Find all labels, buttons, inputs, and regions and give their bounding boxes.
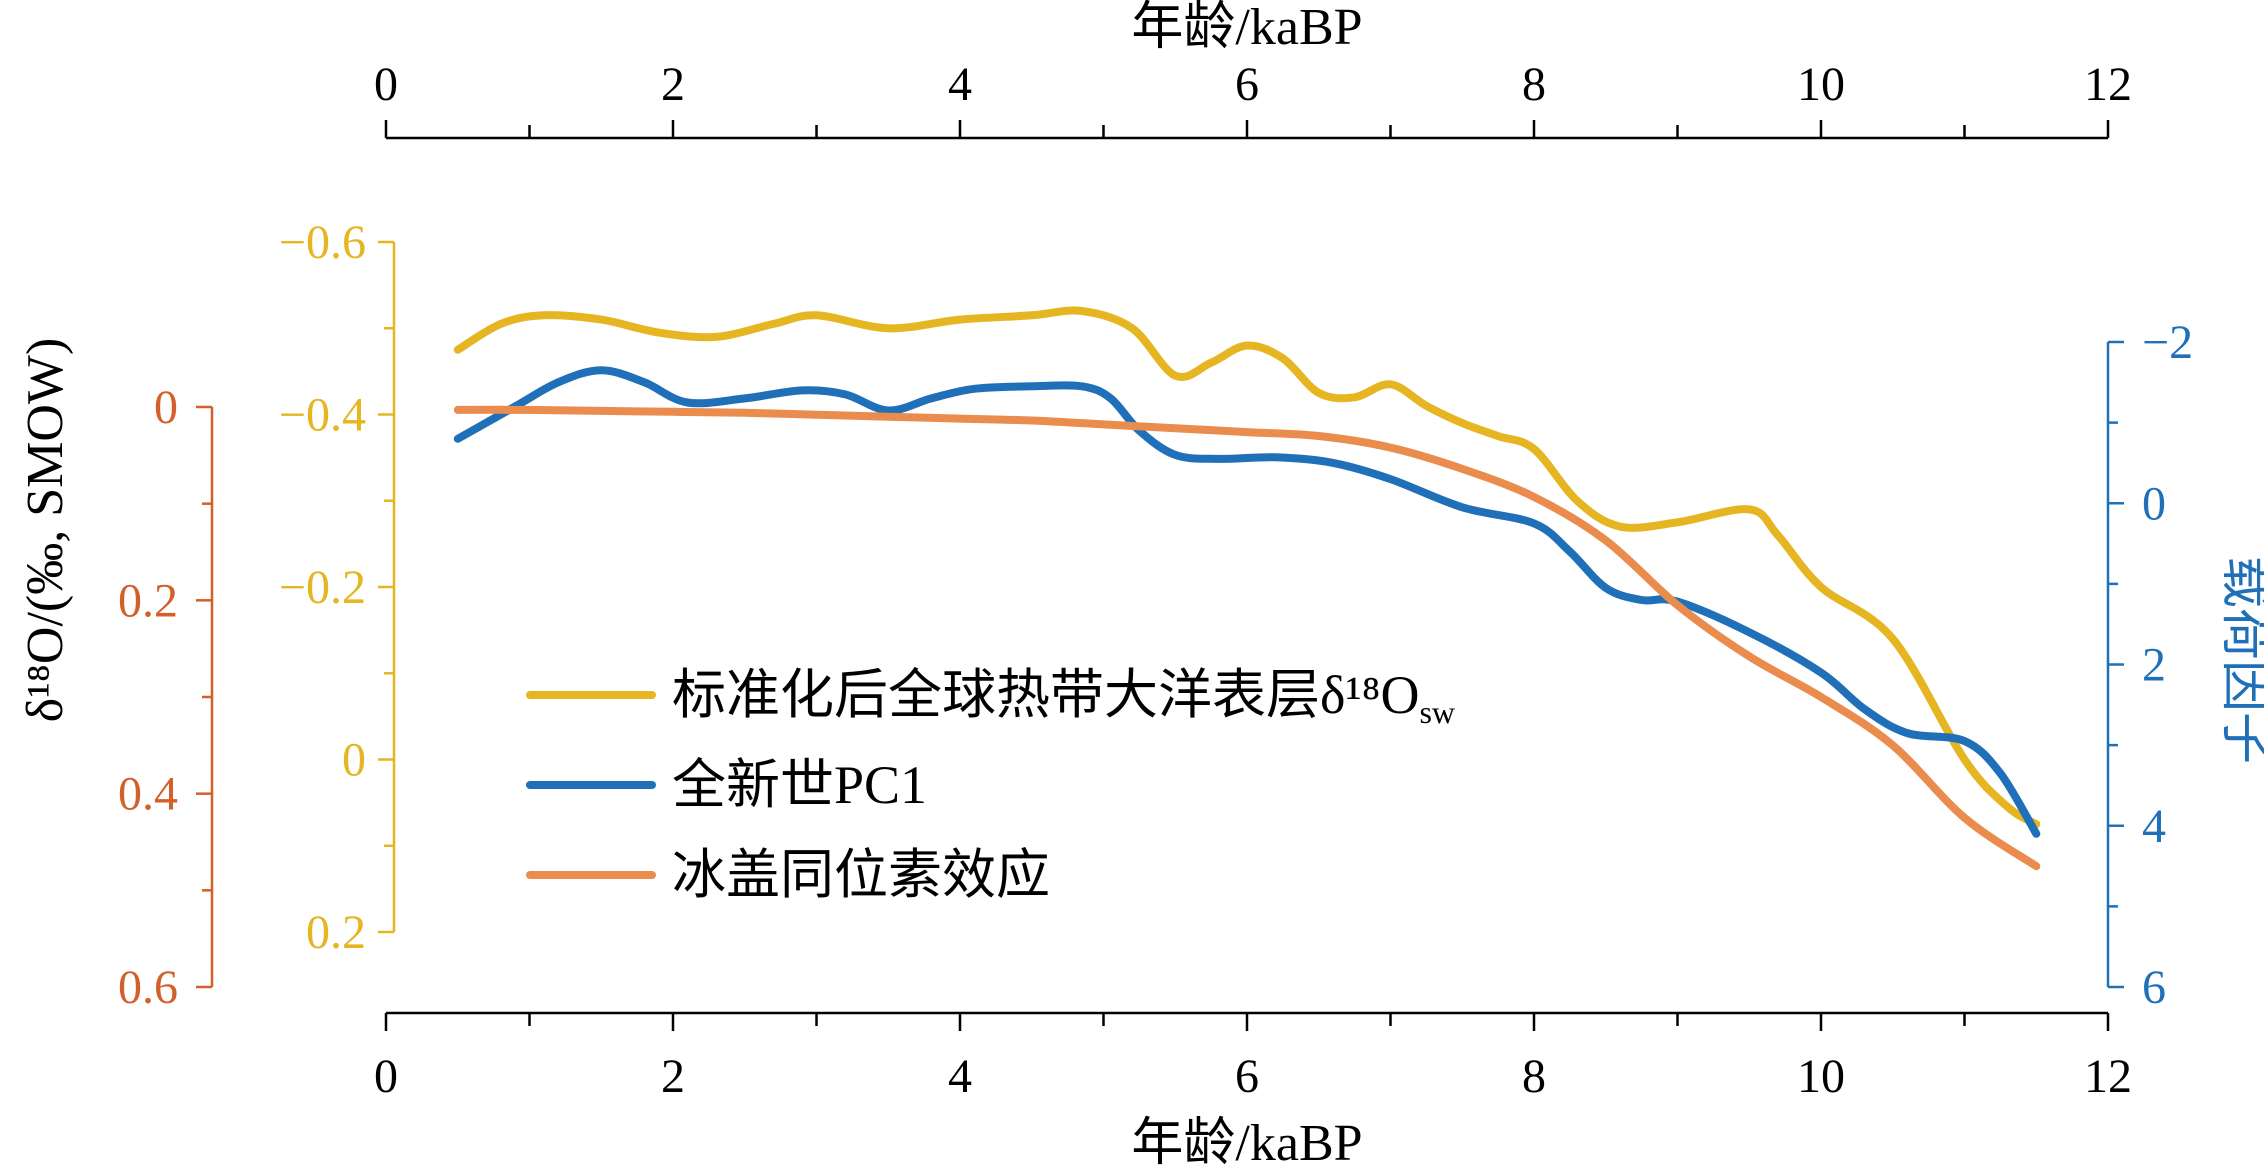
pc-y-tick-label: 2 — [2142, 639, 2166, 692]
bottom-x-tick-label: 4 — [948, 1050, 972, 1103]
pc-y-tick-label: 4 — [2142, 800, 2166, 853]
bottom-x-tick-label: 8 — [1522, 1050, 1546, 1103]
pc-series-line — [453, 366, 2041, 838]
sst-y-axis: −0.6 −0.4 −0.2 0 0.2 — [279, 216, 396, 959]
bottom-x-ticks: 0 2 4 6 8 10 12 — [374, 1013, 2132, 1103]
top-x-tick-label: 8 — [1522, 58, 1546, 111]
bottom-x-tick-label: 6 — [1235, 1050, 1259, 1103]
sst-series-line — [453, 306, 2041, 829]
right-y-axis-title: 载荷因子 — [2216, 556, 2264, 764]
ice-y-tick-label: 0.2 — [118, 574, 178, 627]
left-y-axis-title: δ¹⁸O/(‰, SMOW) — [17, 338, 74, 723]
legend-label: 全新世PC1 — [672, 755, 927, 815]
top-x-tick-label: 6 — [1235, 58, 1259, 111]
pc-y-tick-label: 0 — [2142, 477, 2166, 530]
sst-y-tick-label: −0.6 — [279, 216, 366, 269]
legend-label-subscript: sw — [1419, 694, 1455, 730]
top-x-tick-label: 12 — [2084, 58, 2132, 111]
pc-y-axis: 载荷因子 −2 0 2 4 6 — [2106, 316, 2264, 1014]
bottom-x-tick-label: 12 — [2084, 1050, 2132, 1103]
bottom-x-tick-label: 2 — [661, 1050, 685, 1103]
bottom-x-axis: 0 2 4 6 8 10 12 年龄/kaBP — [374, 1011, 2132, 1171]
pc-y-tick-label: −2 — [2142, 316, 2193, 369]
ice-series-line — [453, 405, 2041, 871]
sst-y-tick-label: 0 — [342, 734, 366, 787]
ice-y-tick-label: 0.6 — [118, 961, 178, 1014]
bottom-x-tick-label: 0 — [374, 1050, 398, 1103]
sst-y-tick-label: 0.2 — [306, 906, 366, 959]
top-x-tick-label: 0 — [374, 58, 398, 111]
top-x-tick-label: 4 — [948, 58, 972, 111]
legend-label: 冰盖同位素效应 — [672, 845, 1050, 905]
top-x-ticks: 0 2 4 6 8 10 12 — [374, 58, 2132, 138]
top-x-tick-label: 10 — [1797, 58, 1845, 111]
sst-y-tick-label: −0.4 — [279, 389, 366, 442]
top-x-axis: 年龄/kaBP 0 2 4 6 8 10 12 — [374, 0, 2132, 140]
ice-y-tick-label: 0.4 — [118, 768, 178, 821]
series-layer — [453, 306, 2041, 871]
ice-y-tick-label: 0 — [154, 381, 178, 434]
pc-y-tick-label: 6 — [2142, 961, 2166, 1014]
top-x-tick-label: 2 — [661, 58, 685, 111]
legend: 标准化后全球热带大洋表层δ¹⁸Osw 全新世PC1 冰盖同位素效应 — [526, 665, 1455, 905]
legend-label: 标准化后全球热带大洋表层δ¹⁸Osw — [672, 665, 1455, 730]
bottom-x-axis-title: 年龄/kaBP — [1131, 1115, 1362, 1171]
bottom-x-tick-label: 10 — [1797, 1050, 1845, 1103]
top-x-axis-title: 年龄/kaBP — [1131, 0, 1362, 56]
ice-y-axis: 0 0.2 0.4 0.6 — [118, 381, 214, 1014]
sst-y-tick-label: −0.2 — [279, 561, 366, 614]
